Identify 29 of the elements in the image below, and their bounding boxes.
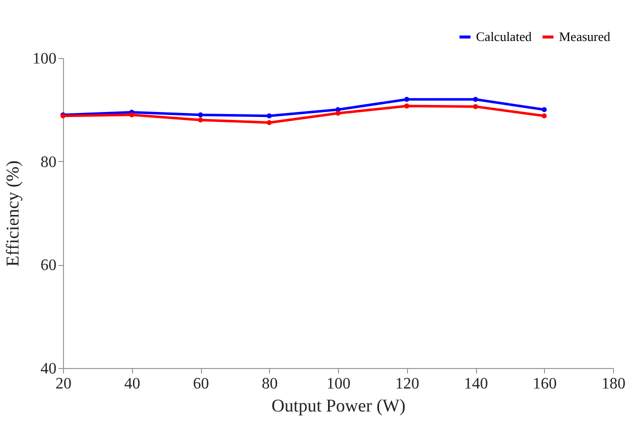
point (336, 110, 340, 116)
legend-label: Measured (559, 29, 611, 44)
point (473, 104, 478, 110)
x-tick-label: 100 (326, 376, 350, 392)
x-tick-label: 60 (193, 376, 209, 392)
x-tick-label: 140 (464, 376, 488, 392)
x-tick-label: 180 (602, 376, 626, 392)
x-tick-label: 80 (262, 376, 278, 392)
x-tick-label: 120 (395, 376, 420, 392)
y-tick-label: 80 (40, 154, 56, 171)
point (129, 112, 134, 118)
y-axis-title: Efficiency (%) (2, 160, 22, 267)
point (404, 96, 410, 102)
x-axis-title: Output Power (W) (272, 396, 406, 416)
point (266, 113, 272, 118)
point (266, 120, 272, 126)
point (542, 113, 547, 118)
point (404, 104, 410, 109)
y-tick-label: 40 (40, 360, 56, 378)
y-tick-label: 60 (40, 257, 56, 274)
x-tick-label: 20 (56, 376, 72, 392)
x-tick-label: 40 (124, 376, 140, 392)
point (473, 96, 478, 102)
point (198, 112, 203, 118)
legend-label: Calculated (476, 29, 532, 44)
y-tick-label: 100 (32, 50, 56, 68)
point (542, 107, 547, 112)
x-tick-label: 160 (532, 376, 557, 392)
point (198, 118, 203, 122)
